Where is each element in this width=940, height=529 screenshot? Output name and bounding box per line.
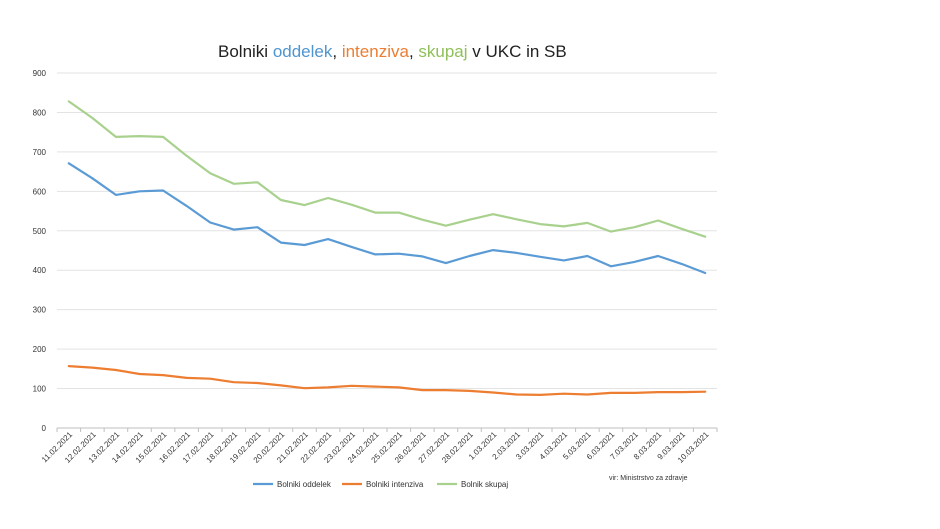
title-part: , [332,42,341,61]
y-tick-label: 100 [33,385,47,394]
y-tick-label: 300 [33,306,47,315]
legend-label: Bolniki oddelek [277,480,332,489]
series-line-bolniki-oddelek [67,162,707,275]
source-note: vir: Ministrstvo za zdravje [609,475,688,482]
y-tick-label: 200 [33,345,47,354]
legend-label: Bolnik skupaj [461,480,508,489]
series-lines [67,100,707,396]
y-tick-label: 400 [33,266,47,275]
gridlines [57,72,717,429]
y-tick-label: 0 [42,424,47,433]
y-tick-label: 900 [33,69,47,78]
title-part: , [409,42,418,61]
title-part: v UKC in SB [468,42,567,61]
title-part: Bolniki [218,42,273,61]
series-line-bolniki-intenziva [67,365,707,396]
legend: Bolniki oddelek Bolniki intenziva Bolnik s… [253,480,508,489]
title-part: skupaj [418,42,467,61]
y-tick-label: 500 [33,227,47,236]
title-part: oddelek [273,42,333,61]
series-line-bolnik-skupaj [67,100,707,238]
y-tick-label: 800 [33,108,47,117]
y-tick-label: 700 [33,148,47,157]
chart-title: Bolniki oddelek, intenziva, skupaj v UKC… [218,42,567,61]
legend-label: Bolniki intenziva [366,480,424,489]
y-tick-label: 600 [33,187,47,196]
y-axis: 0 100 200 300 400 500 600 700 800 900 [33,69,47,433]
x-axis: 11.02.202112.02.202113.02.202114.02.2021… [40,428,718,465]
title-part: intenziva [342,42,410,61]
